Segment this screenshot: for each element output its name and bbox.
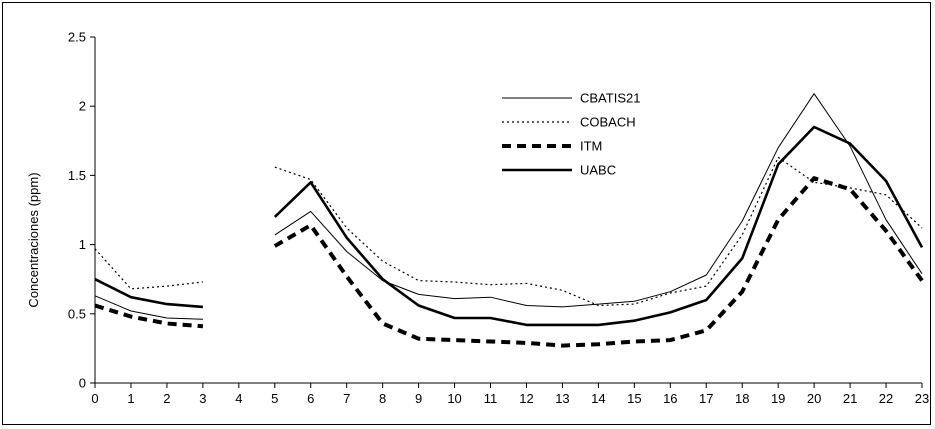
x-tick-label: 23 [915,391,929,406]
x-tick-label: 3 [199,391,206,406]
legend-item: UABC [502,163,616,178]
legend-label: ITM [580,139,602,154]
x-tick-label: 9 [415,391,422,406]
y-tick-label: 2.5 [68,30,86,45]
x-tick-label: 13 [555,391,569,406]
y-tick-label: 2 [79,99,86,114]
x-tick-label: 12 [519,391,533,406]
x-tick-label: 2 [163,391,170,406]
series-line-cbatis21 [94,295,203,320]
x-tick-label: 0 [91,391,98,406]
series-line-uabc [273,125,924,327]
x-tick-label: 19 [771,391,785,406]
x-axis-ticks: 0 1 2 3 4 5 6 7 8 9 10 11 12 13 14 15 16 17 18 19 20 21 22 23 [91,383,929,406]
x-tick-label: 6 [307,391,314,406]
x-tick-label: 1 [127,391,134,406]
legend-label: COBACH [580,115,636,130]
chart-frame [2,2,931,425]
x-tick-label: 22 [879,391,893,406]
y-tick-label: 1 [79,237,86,252]
x-tick-label: 18 [735,391,749,406]
y-axis-title: Concentraciones (ppm) [26,172,41,307]
axes [94,37,922,384]
x-tick-label: 11 [484,391,498,406]
legend-label: UABC [580,163,616,178]
series-line-cobach [274,156,923,307]
series-cobach [94,156,923,307]
y-tick-label: 0.5 [68,306,86,321]
x-tick-label: 4 [235,391,242,406]
x-tick-label: 20 [807,391,821,406]
series-layer [94,93,924,348]
x-tick-label: 14 [591,391,605,406]
legend-label: CBATIS21 [580,91,640,106]
series-line-itm [273,176,924,348]
series-itm [94,176,924,348]
series-cbatis21 [94,93,923,320]
legend-item: CBATIS21 [502,91,640,106]
x-tick-label: 16 [663,391,677,406]
x-tick-label: 17 [699,391,713,406]
series-line-cobach [94,248,203,290]
x-tick-label: 5 [271,391,278,406]
series-line-uabc [94,278,204,309]
series-uabc [94,125,924,327]
y-axis-ticks: 0 0.5 1 1.5 2 2.5 [68,30,95,391]
legend-item: COBACH [502,115,636,130]
series-line-itm [94,303,204,329]
legend-item: ITM [502,139,602,154]
legend: CBATIS21 COBACH ITM UABC [502,91,640,178]
y-tick-label: 1.5 [68,168,86,183]
x-tick-label: 21 [843,391,857,406]
x-tick-label: 8 [379,391,386,406]
x-tick-label: 15 [627,391,641,406]
x-tick-label: 7 [343,391,350,406]
y-tick-label: 0 [79,376,86,391]
x-tick-label: 10 [447,391,461,406]
